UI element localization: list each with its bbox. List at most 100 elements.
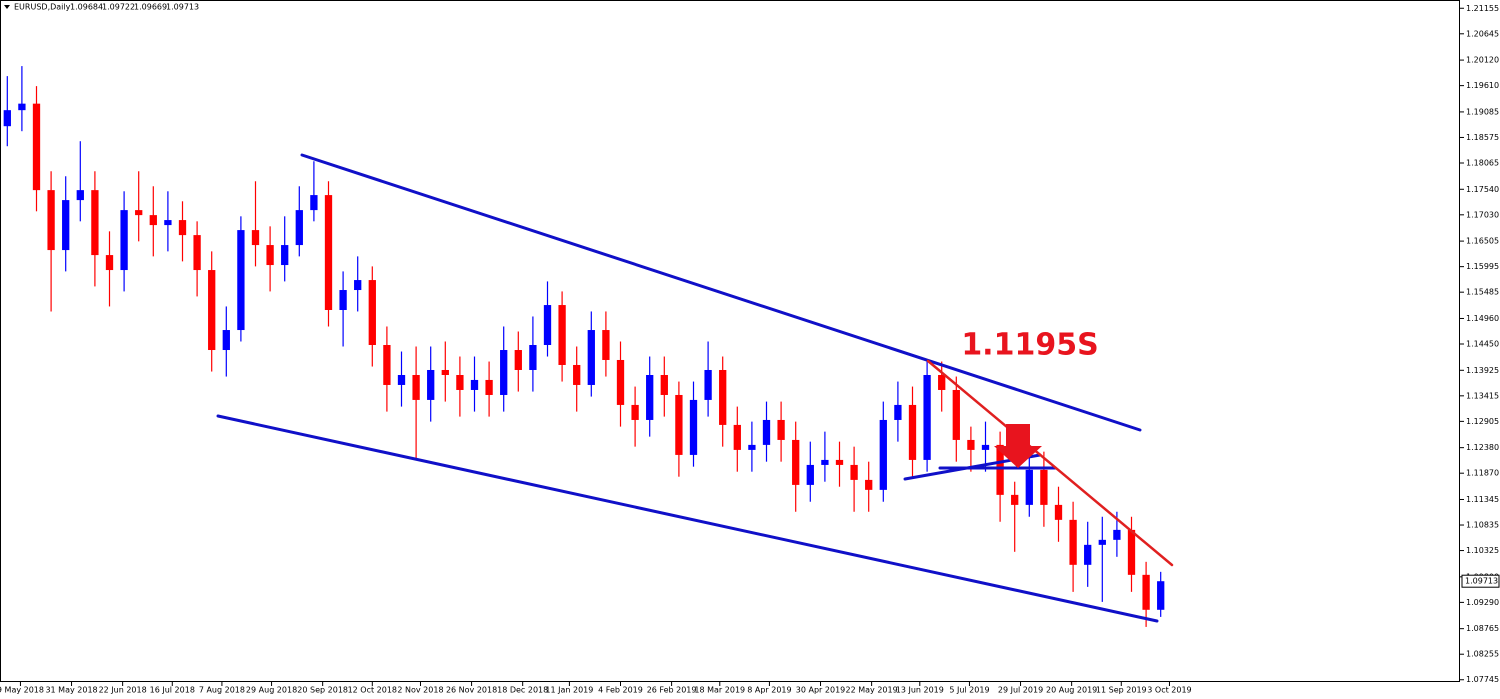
x-tick-label: 26 Feb 2019 (647, 686, 697, 695)
candle-body (3, 110, 11, 127)
candle-body (237, 230, 245, 331)
x-tick-label: 7 Aug 2018 (199, 686, 245, 695)
candle-body (573, 364, 581, 385)
candle-body (631, 404, 639, 420)
drawings (216, 153, 1174, 623)
y-tick-label: 1.20645 (1466, 29, 1499, 38)
quote-low: 1.09669 (134, 3, 167, 12)
y-tick-label: 1.17540 (1466, 185, 1499, 194)
menu-triangle (4, 5, 10, 9)
y-tick-label: 1.18575 (1466, 133, 1499, 142)
candle-body (339, 290, 347, 311)
x-tick-label: 22 Jun 2018 (99, 686, 147, 695)
candle-body (295, 210, 303, 246)
down-arrow (994, 424, 1042, 468)
candle-body (923, 374, 931, 460)
x-tick-label: 12 Oct 2018 (348, 686, 397, 695)
y-tick-label: 1.08255 (1466, 650, 1499, 659)
y-tick-label: 1.14450 (1466, 340, 1499, 349)
candle-body (281, 245, 289, 266)
candle-body (310, 195, 318, 211)
last-price-label: 1.09713 (1465, 577, 1498, 586)
x-tick-label: 20 Aug 2019 (1046, 686, 1097, 695)
candle-body (704, 369, 712, 400)
candle-body (354, 280, 362, 291)
candle-body (1113, 529, 1121, 540)
candle-body (1069, 519, 1077, 565)
candle-body (835, 459, 844, 465)
candle-body (368, 280, 376, 346)
candle-body (675, 394, 683, 455)
y-tick-label: 1.16505 (1466, 237, 1499, 246)
candle-body (1084, 544, 1092, 565)
candles (3, 66, 1165, 627)
candle-body (733, 424, 741, 450)
y-tick-label: 1.21155 (1466, 4, 1499, 13)
y-tick-label: 1.15485 (1466, 288, 1499, 297)
y-tick-label: 1.10325 (1466, 546, 1499, 555)
candle-body (149, 215, 157, 226)
y-tick-label: 1.18065 (1466, 158, 1499, 167)
axes: 1.21155 1.20645 1.20120 1.19610 1.19085 1.185… (0, 4, 1500, 695)
candle-body (1011, 494, 1019, 505)
candle-body (32, 103, 41, 191)
candle-body (266, 245, 274, 266)
x-tick-label: 13 Jun 2019 (896, 686, 944, 695)
y-tick-label: 1.15995 (1466, 262, 1499, 271)
candle-body (660, 374, 668, 395)
candle-body (485, 379, 493, 395)
y-tick-label: 1.17030 (1466, 210, 1499, 219)
candle-body (967, 439, 975, 450)
x-tick-label: 8 Apr 2019 (747, 686, 791, 695)
y-tick-label: 1.19085 (1466, 107, 1499, 116)
candle-body (938, 374, 946, 390)
candle-body (879, 419, 887, 490)
x-tick-label: 3 Oct 2019 (1147, 686, 1191, 695)
quote-open: 1.09684 (70, 3, 103, 12)
annotation: 1.1195S (961, 328, 1098, 363)
candle-body (62, 200, 70, 251)
y-tick-label: 1.11345 (1466, 495, 1499, 504)
candle-body (1025, 469, 1033, 505)
x-tick-label: 9 May 2018 (0, 686, 44, 695)
candle-body (251, 230, 260, 246)
y-tick-label: 1.19610 (1466, 81, 1499, 90)
candle-body (543, 305, 552, 346)
candle-body (456, 374, 464, 390)
y-tick-label: 1.11870 (1466, 469, 1499, 478)
candle-body (76, 190, 84, 201)
candle-body (397, 374, 406, 385)
candle-body (383, 345, 391, 385)
candle-body (164, 220, 172, 226)
last-price-box (1461, 574, 1500, 588)
x-tick-label: 31 May 2018 (45, 686, 97, 695)
y-tick-label: 1.14960 (1466, 314, 1499, 323)
candle-body (105, 255, 114, 271)
candle-body (616, 359, 625, 405)
candle-body (748, 444, 756, 450)
y-tick-label: 1.12380 (1466, 443, 1499, 452)
x-tick-label: 18 Dec 2018 (497, 686, 548, 695)
candle-body (1157, 581, 1165, 610)
candle-body (222, 330, 230, 351)
candle-body (178, 220, 187, 236)
candle-body (646, 374, 654, 420)
candle-body (427, 369, 435, 400)
candle-body (441, 369, 449, 375)
y-tick-label: 1.13415 (1466, 391, 1499, 400)
candle-body (792, 439, 800, 485)
candle-body (1098, 539, 1106, 545)
y-tick-label: 1.20120 (1466, 56, 1499, 65)
x-tick-label: 26 Nov 2018 (446, 686, 497, 695)
candle-body (1054, 504, 1063, 520)
candle-body (558, 305, 566, 365)
candle-body (806, 464, 814, 485)
y-tick-label: 1.09290 (1466, 598, 1499, 607)
candle-body (602, 330, 610, 360)
resistance-line (926, 359, 1174, 567)
candle-body (1142, 574, 1150, 610)
x-tick-label: 5 Jul 2019 (949, 686, 989, 695)
x-tick-label: 29 Jul 2019 (998, 686, 1043, 695)
